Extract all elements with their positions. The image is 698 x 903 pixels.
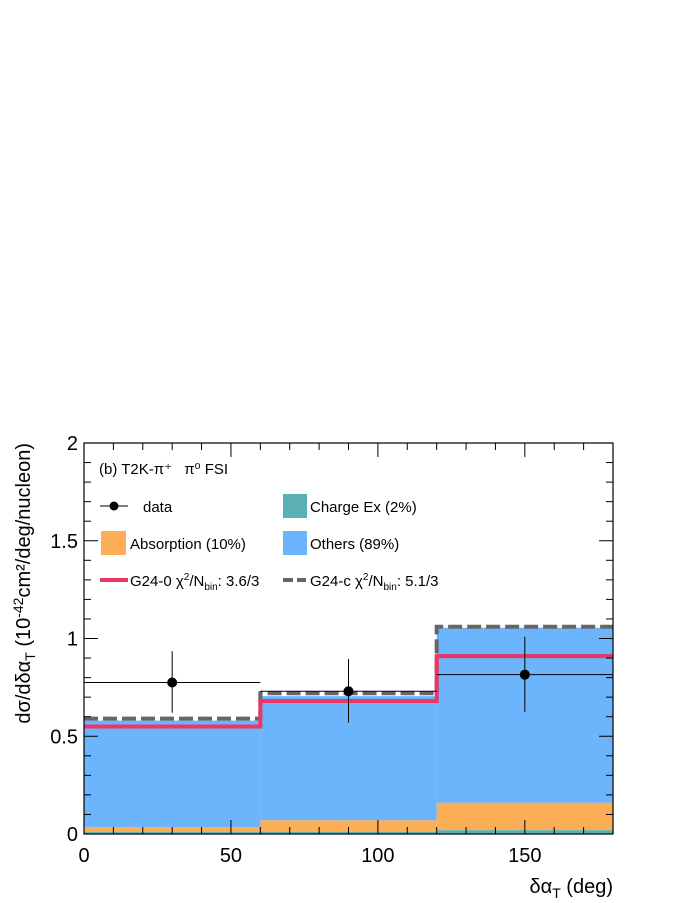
panel-label: (b) T2K-π⁺ π⁰ FSI	[99, 461, 228, 478]
legend-label-charge-ex: Charge Ex (2%)	[310, 499, 417, 516]
legend-label-g24-c: G24-c χ2/Nbin: 5.1/3	[310, 572, 439, 593]
y-tick-label-3: 1.5	[50, 531, 78, 553]
legend-entry-g24-c: G24-c χ2/Nbin: 5.1/3	[283, 572, 439, 593]
panel-label-text: (b) T2K-π⁺	[99, 461, 172, 478]
y-axis-title: dσ/dδαT (10-42cm²/deg/nucleon)	[10, 443, 38, 724]
axis-ticks: 0 50 100 150 0 0.5 1 1.5 2	[50, 433, 614, 867]
data-point-1	[343, 686, 354, 697]
y-tick-label-4: 2	[67, 433, 78, 455]
panel-label-suffix: π⁰ FSI	[184, 461, 228, 478]
x-tick-label-50: 50	[220, 845, 242, 867]
legend-label-others: Others (89%)	[310, 536, 399, 553]
legend-entry-g24-0: G24-0 χ2/Nbin: 3.6/3	[100, 572, 259, 593]
legend-label-absorption: Absorption (10%)	[130, 536, 246, 553]
legend-entry-charge-ex: Charge Ex (2%)	[283, 494, 417, 518]
legend-entry-others: Others (89%)	[283, 531, 399, 555]
legend-label-data: data	[143, 499, 173, 516]
legend-entry-data: data	[100, 499, 173, 516]
x-tick-label-100: 100	[361, 845, 394, 867]
y-tick-label-0: 0	[67, 824, 78, 846]
x-tick-label-150: 150	[508, 845, 541, 867]
y-tick-label-2: 1	[67, 629, 78, 651]
stack-bar-1-bin-1	[260, 820, 437, 832]
legend: data Charge Ex (2%) Absorption (10%) Oth…	[100, 494, 439, 593]
legend-entry-absorption: Absorption (10%)	[101, 531, 246, 555]
legend-label-g24-0: G24-0 χ2/Nbin: 3.6/3	[130, 572, 259, 593]
data-point-0	[167, 677, 178, 688]
data-points	[84, 636, 613, 723]
data-point-2	[519, 669, 530, 680]
x-axis-title: δαT (deg)	[529, 876, 613, 901]
stack-bar-2-bin-0	[84, 720, 261, 828]
x-tick-label-0: 0	[78, 845, 89, 867]
y-tick-label-1: 0.5	[50, 726, 78, 748]
stacked-histogram	[84, 627, 613, 834]
